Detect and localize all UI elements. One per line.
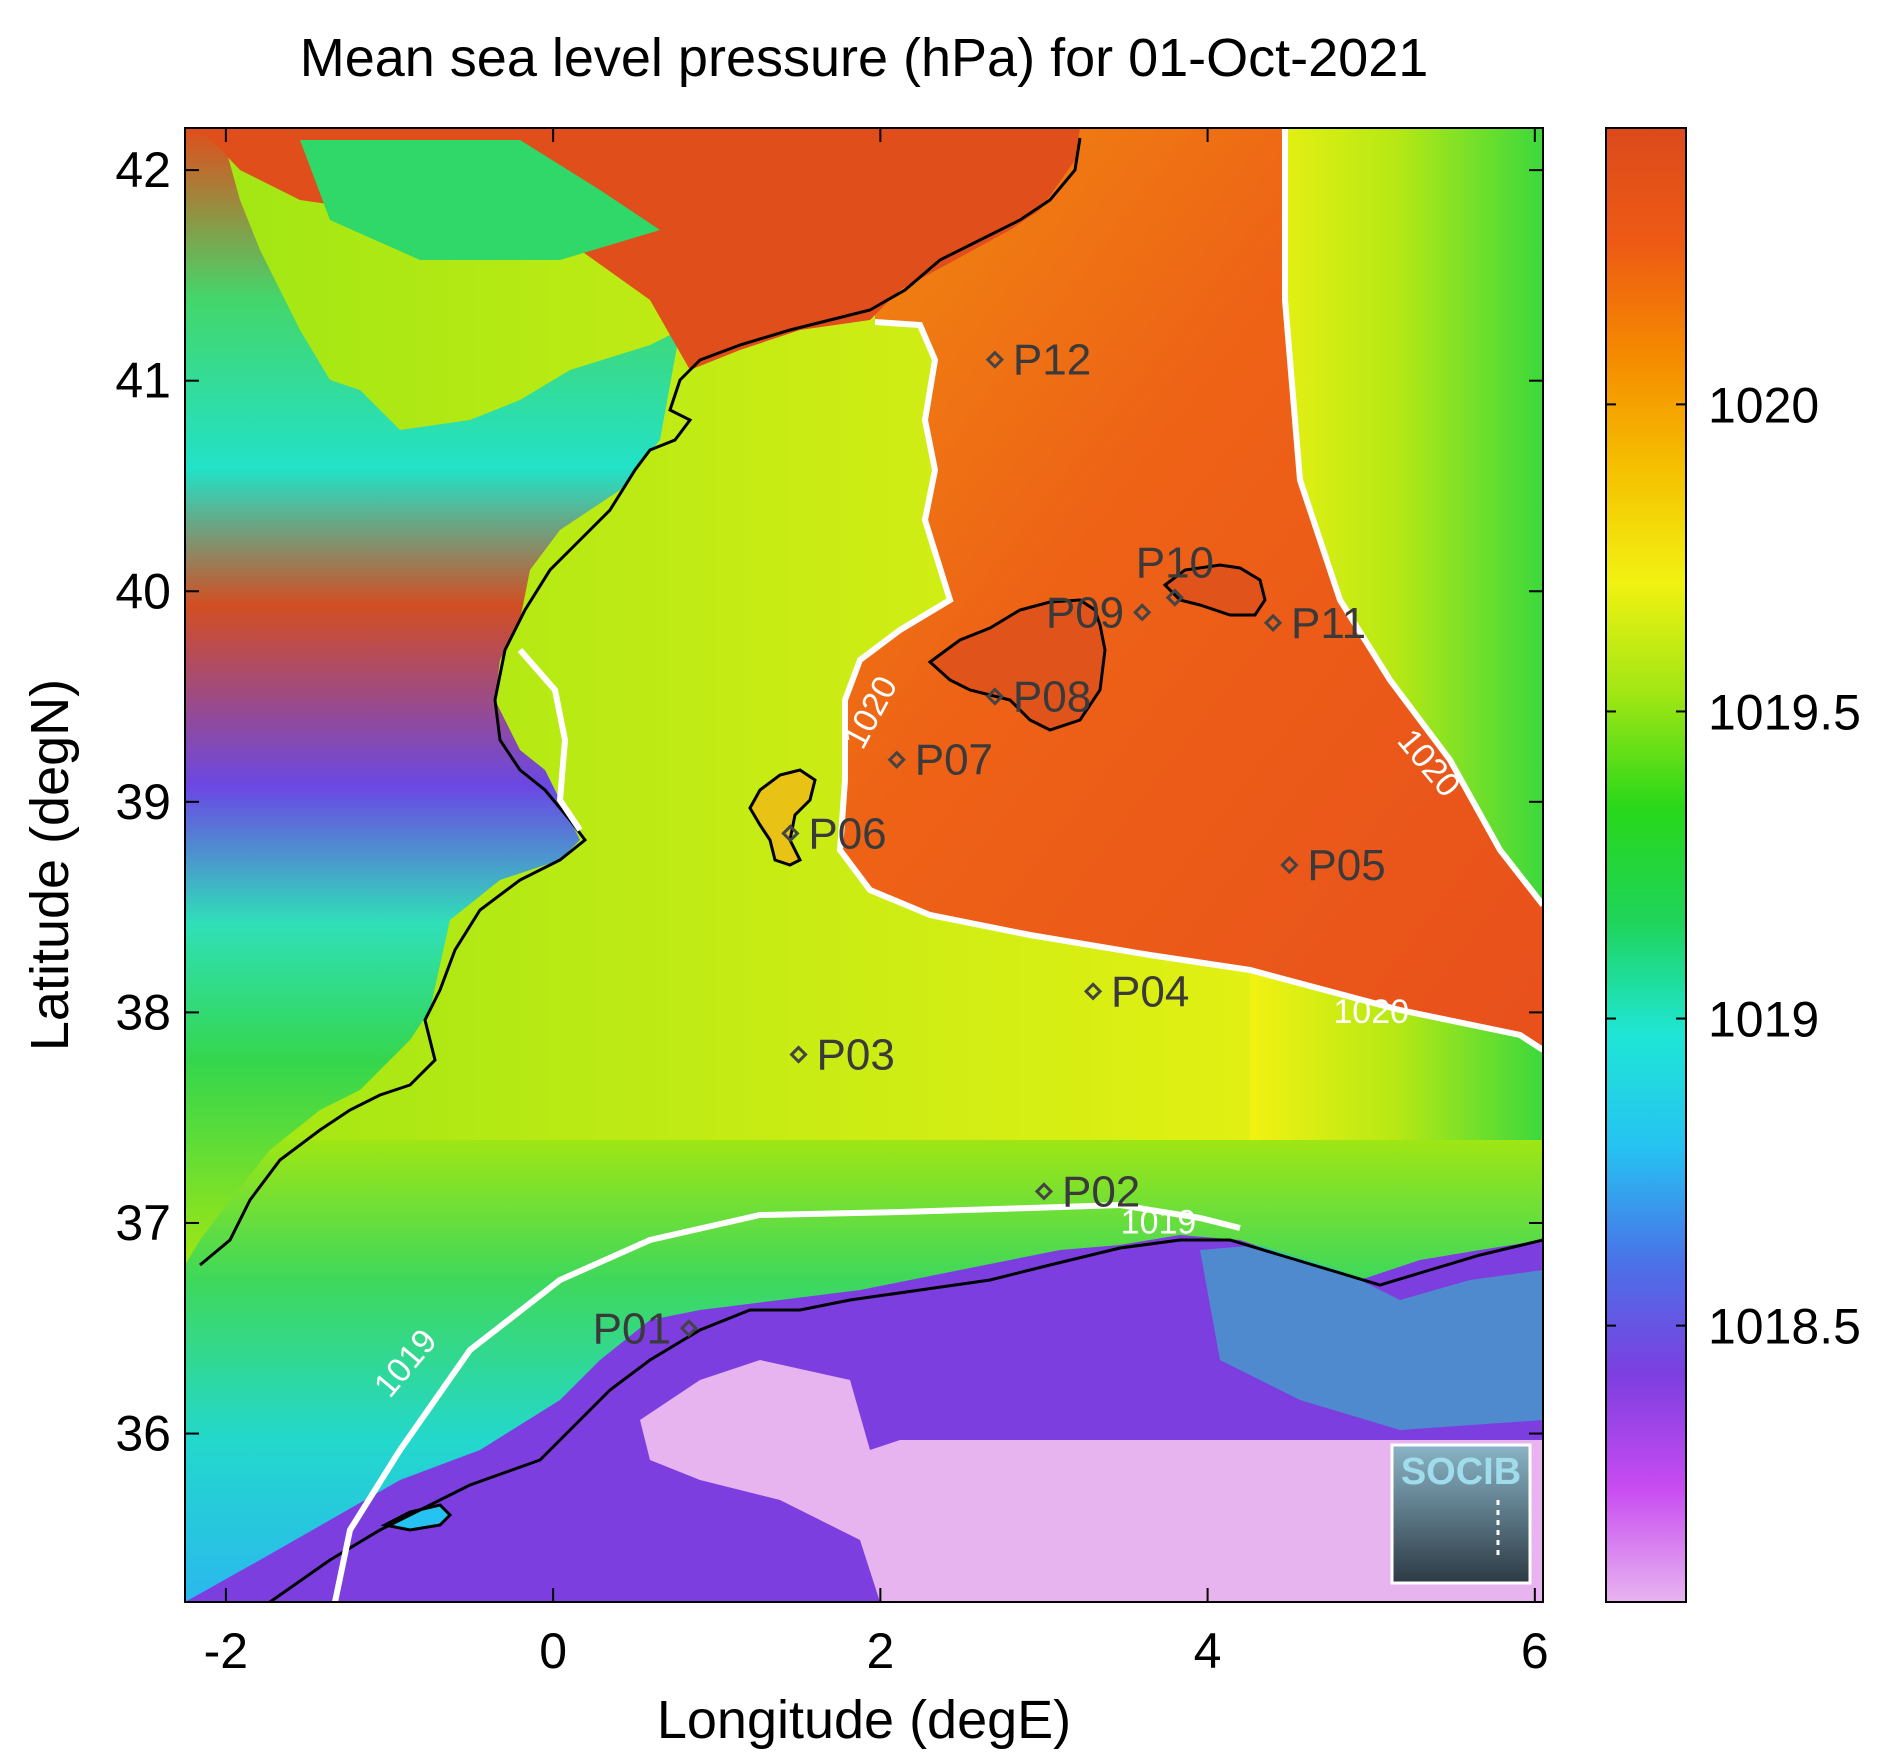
x-axis-label: Longitude (degE) (657, 1690, 1071, 1750)
station-label: P12 (1013, 336, 1091, 385)
station-marker-icon (1280, 855, 1299, 875)
station-marker-icon (1263, 613, 1283, 632)
station-p02: P02 (1034, 1167, 1140, 1216)
mallorca-island (927, 598, 1107, 732)
alboran-island (380, 1503, 453, 1532)
chart-title: Mean sea level pressure (hPa) for 01-Oct… (300, 28, 1429, 88)
y-tick-label: 38 (115, 984, 171, 1040)
y-tick-label: 42 (115, 142, 171, 198)
station-p06: P06 (781, 809, 887, 858)
station-marker-icon (1034, 1182, 1054, 1201)
contour-1019 (332, 1201, 1241, 1602)
station-p07: P07 (887, 736, 993, 785)
station-label: P11 (1291, 599, 1366, 648)
station-p10: P10 (1136, 539, 1214, 607)
contour-label: 1019 (1121, 1204, 1197, 1242)
x-axis: -2 0 2 4 6 (204, 128, 1549, 1679)
station-label: P06 (808, 809, 886, 858)
station-p11: P11 (1263, 599, 1366, 648)
station-label: P04 (1111, 967, 1189, 1016)
colorbar-tick-label: 1019.5 (1708, 684, 1861, 740)
land-africa-light-region (640, 1360, 1543, 1602)
y-tick-label: 39 (115, 774, 171, 830)
colorbar-ticks: 1018.5 1019 1019.5 1020 (1606, 377, 1861, 1355)
station-marker-icon (985, 350, 1005, 369)
station-label: P07 (915, 736, 993, 785)
contour-1020-east (1282, 128, 1543, 907)
y-tick-label: 36 (115, 1406, 171, 1462)
land-west (185, 128, 680, 1265)
land-north-green-patch (300, 140, 660, 260)
colorbar-tick-label: 1018.5 (1708, 1299, 1861, 1355)
colorbar-gradient (1605, 127, 1687, 1603)
station-p08: P08 (985, 673, 1091, 722)
station-p12: P12 (985, 336, 1091, 385)
y-tick-label: 37 (115, 1195, 171, 1251)
x-tick-label: 6 (1521, 1623, 1549, 1679)
station-label: P09 (1046, 588, 1124, 637)
station-p01: P01 (593, 1304, 699, 1353)
socib-logo: SOCIB (1390, 1443, 1532, 1585)
station-label: P02 (1062, 1167, 1140, 1216)
colorbar: 1018.5 1019 1019.5 1020 (1605, 127, 1861, 1603)
x-tick-label: 4 (1194, 1623, 1222, 1679)
menorca-island (1162, 563, 1267, 617)
socib-logo-text: SOCIB (1401, 1451, 1521, 1493)
colorbar-tick-label: 1019 (1708, 992, 1819, 1048)
station-label: P03 (817, 1031, 895, 1080)
station-marker-icon (1165, 588, 1184, 607)
contour-1020 (836, 319, 1543, 1053)
colorbar-tick-label: 1020 (1708, 377, 1819, 433)
station-p04: P04 (1083, 967, 1189, 1016)
contour-1020-coastal (517, 648, 583, 832)
station-p09: P09 (1046, 588, 1152, 637)
x-tick-label: 2 (866, 1623, 894, 1679)
y-tick-label: 40 (115, 563, 171, 619)
station-marker-icon (1083, 982, 1103, 1001)
station-label: P05 (1307, 841, 1385, 890)
plot-frame (184, 127, 1544, 1603)
y-tick-label: 41 (115, 353, 171, 409)
station-p05: P05 (1280, 841, 1386, 890)
station-p03: P03 (789, 1031, 895, 1080)
african-coastline (269, 1238, 1543, 1602)
station-marker-icon (887, 750, 906, 769)
contour-label: 1020 (1333, 993, 1409, 1031)
y-axis: 36 37 38 39 40 41 42 (115, 142, 1543, 1462)
station-label: P01 (593, 1304, 671, 1353)
station-label: P08 (1013, 673, 1091, 722)
station-marker-icon (985, 687, 1005, 706)
iberian-coastline (199, 137, 1082, 1267)
x-tick-label: 0 (539, 1623, 567, 1679)
station-marker-icon (1133, 603, 1152, 622)
station-label: P10 (1136, 539, 1214, 588)
y-axis-label: Latitude (degN) (20, 679, 80, 1051)
station-marker-icon (679, 1319, 699, 1338)
land-africa-coastal-mix (1200, 1245, 1543, 1430)
x-tick-label: -2 (204, 1623, 248, 1679)
station-marker-icon (781, 824, 800, 843)
station-marker-icon (789, 1045, 808, 1064)
